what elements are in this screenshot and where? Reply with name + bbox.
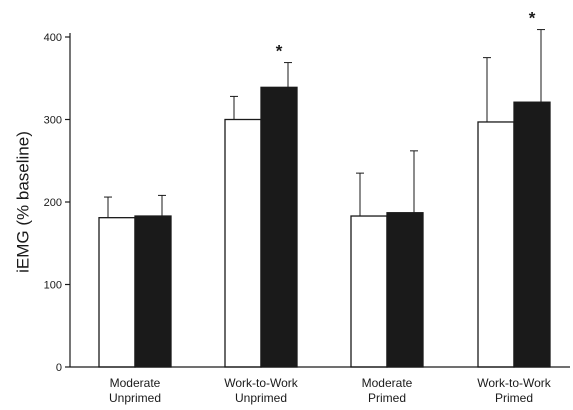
x-category-label-line: Primed bbox=[368, 391, 406, 405]
x-category-label-line: Unprimed bbox=[109, 391, 161, 405]
x-category-label-line: Unprimed bbox=[235, 391, 287, 405]
y-axis-title: iEMG (% baseline) bbox=[13, 131, 32, 273]
x-category-label-line: Work-to-Work bbox=[477, 376, 552, 390]
y-tick-label: 100 bbox=[44, 280, 62, 292]
x-category-label-line: Primed bbox=[495, 391, 533, 405]
bar-filled bbox=[386, 212, 424, 368]
bar-filled bbox=[134, 215, 172, 368]
bar-open bbox=[224, 118, 262, 368]
x-category-label: Work-to-Work Primed bbox=[477, 376, 552, 405]
axes-layer bbox=[69, 33, 570, 368]
bar-open bbox=[98, 217, 136, 368]
significance-star: * bbox=[529, 9, 536, 28]
significance-markers: ** bbox=[276, 9, 536, 61]
x-category-label-line: Moderate bbox=[110, 376, 161, 390]
x-category-label: Work-to-Work Unprimed bbox=[224, 376, 299, 405]
x-category-label: Moderate Unprimed bbox=[109, 376, 161, 405]
bar-filled bbox=[260, 86, 298, 368]
y-tick-label: 200 bbox=[44, 197, 62, 209]
bar-open bbox=[477, 121, 515, 368]
y-tick-label: 300 bbox=[44, 115, 62, 127]
x-category-label-line: Work-to-Work bbox=[224, 376, 299, 390]
y-tick-label: 0 bbox=[56, 362, 62, 374]
x-category-label: Moderate Primed bbox=[362, 376, 413, 405]
bar-open bbox=[350, 215, 388, 368]
significance-star: * bbox=[276, 42, 283, 61]
bar-filled bbox=[513, 101, 551, 368]
y-ticks: 0 100 200 300 400 bbox=[44, 32, 70, 374]
bars-layer bbox=[98, 29, 551, 368]
y-tick-label: 400 bbox=[44, 32, 62, 44]
x-category-label-line: Moderate bbox=[362, 376, 413, 390]
